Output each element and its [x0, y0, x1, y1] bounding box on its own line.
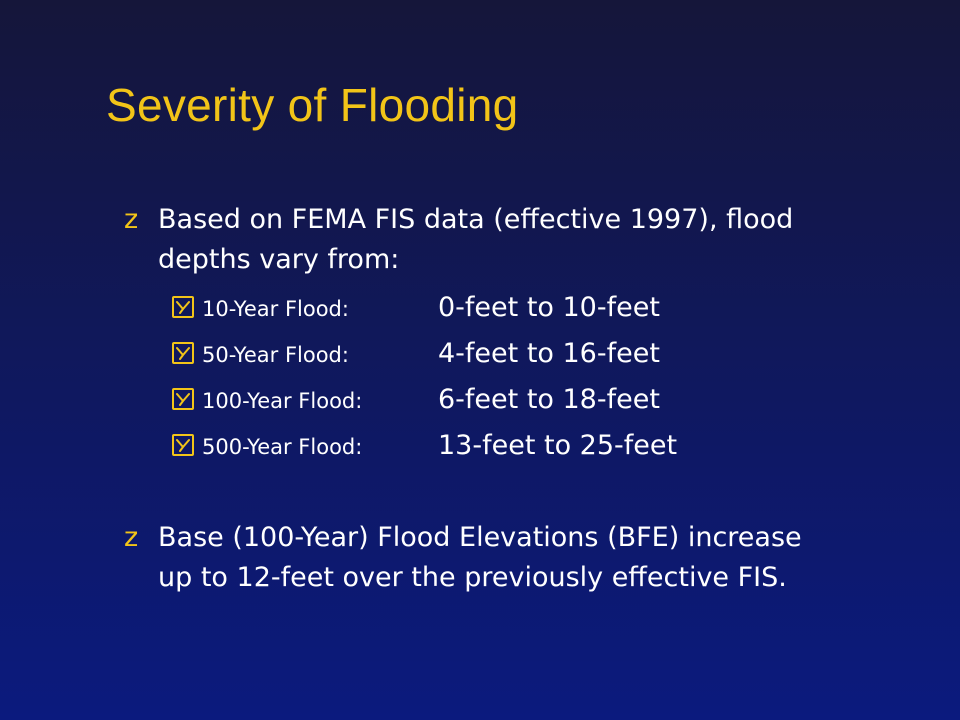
- bullet-text: Base (100-Year) Flood Elevations (BFE) i…: [158, 522, 802, 593]
- sub-item-value: 4-feet to 16-feet: [438, 338, 660, 369]
- z-bullet-icon: z: [124, 204, 139, 235]
- sub-item-label: 10-Year Flood:: [202, 297, 349, 321]
- bullet-bfe-increase: z Base (100-Year) Flood Elevations (BFE)…: [124, 518, 804, 598]
- sub-item-value: 0-feet to 10-feet: [438, 292, 660, 323]
- checkbox-check-icon: [172, 434, 194, 456]
- checkbox-check-icon: [172, 342, 194, 364]
- checkbox-check-icon: [172, 388, 194, 410]
- sub-item-label: 50-Year Flood:: [202, 343, 349, 367]
- checkbox-check-icon: [172, 296, 194, 318]
- z-bullet-icon: z: [124, 522, 139, 553]
- slide-title: Severity of Flooding: [106, 79, 519, 131]
- sub-item-label: 500-Year Flood:: [202, 435, 363, 459]
- bullet-fema-data: z Based on FEMA FIS data (effective 1997…: [124, 200, 804, 280]
- bullet-text: Based on FEMA FIS data (effective 1997),…: [158, 204, 794, 275]
- sub-item-label: 100-Year Flood:: [202, 389, 363, 413]
- sub-item-value: 6-feet to 18-feet: [438, 384, 660, 415]
- sub-item-value: 13-feet to 25-feet: [438, 430, 678, 461]
